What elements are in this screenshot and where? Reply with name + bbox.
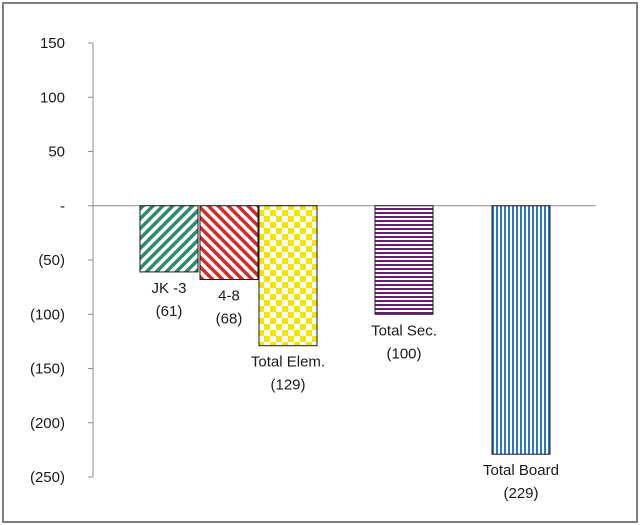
value-label: (68): [216, 311, 243, 328]
category-label: 4-8: [218, 288, 240, 305]
bar-4-8: [199, 205, 259, 281]
value-label: (61): [156, 303, 183, 320]
y-tick-label: (150): [30, 361, 65, 378]
y-tick-label: 100: [40, 89, 65, 106]
category-label: Total Elem.: [251, 354, 325, 371]
value-label: (129): [270, 377, 305, 394]
y-tick-label: 150: [40, 35, 65, 52]
category-label: Total Board: [483, 462, 559, 479]
y-tick-label: (100): [30, 306, 65, 323]
bar-total-sec: [374, 205, 434, 315]
bar-jk-3: [139, 205, 199, 273]
y-tick-label: (200): [30, 415, 65, 432]
y-tick-label: 50: [48, 144, 65, 161]
bar-total-elem: [258, 205, 318, 347]
y-tick-label: (250): [30, 469, 65, 486]
y-tick-label: (50): [38, 252, 65, 269]
y-tick-label: -: [60, 198, 65, 215]
category-label: Total Sec.: [371, 322, 437, 339]
value-label: (100): [386, 345, 421, 362]
category-label: JK -3: [151, 280, 186, 297]
value-label: (229): [503, 485, 538, 502]
bar-total-board: [491, 205, 551, 455]
